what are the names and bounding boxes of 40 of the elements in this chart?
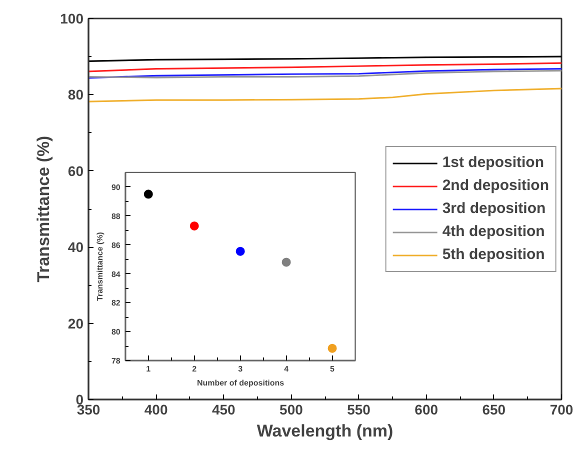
x-tick-label: 650: [482, 402, 506, 418]
point: [144, 190, 153, 199]
x-axis-title: Wavelength (nm): [256, 422, 394, 440]
x-tick-label: 600: [414, 402, 438, 418]
x-tick-label: 5: [330, 364, 336, 374]
y-tick-label: 80: [111, 328, 121, 337]
y-tick-label: 90: [111, 182, 121, 192]
y-tick-label: 82: [111, 298, 121, 308]
legend-label: 1st deposition: [442, 154, 544, 171]
y-tick-label: 20: [68, 315, 84, 332]
point: [190, 222, 199, 230]
y-tick-label: 60: [68, 162, 84, 179]
x-tick-label: 500: [280, 402, 304, 418]
y-axis-title: Transmittance (%): [34, 136, 54, 282]
y-tick-label: 86: [111, 240, 121, 250]
x-tick-label: 1: [146, 364, 152, 374]
y-tick-label: 84: [111, 270, 121, 279]
x-axis-title: Number of depositions: [196, 378, 285, 388]
point: [236, 246, 245, 256]
legend-label: 4th deposition: [442, 223, 545, 240]
x-tick-label: 450: [212, 402, 236, 418]
x-tick-label: 550: [347, 402, 371, 418]
x-tick-label: 700: [550, 402, 574, 418]
line-series: [88, 62, 562, 72]
y-tick-label: 100: [60, 10, 84, 26]
point: [282, 258, 291, 267]
line-series: [88, 88, 562, 102]
x-tick-label: 2: [192, 364, 198, 374]
legend-label: 3rd deposition: [442, 200, 546, 217]
legend-label: 2nd deposition: [442, 177, 549, 194]
y-tick-label: 40: [68, 239, 84, 256]
x-tick-label: 4: [284, 364, 290, 374]
x-tick-label: 3: [238, 364, 244, 374]
y-tick-label: 88: [111, 212, 121, 221]
y-tick-label: 78: [111, 356, 121, 366]
legend-label: 5th deposition: [442, 246, 545, 263]
point: [328, 344, 337, 353]
x-tick-label: 400: [144, 402, 168, 418]
y-tick-label: 80: [68, 86, 84, 103]
y-axis-title: Transmittance (%): [96, 232, 105, 301]
